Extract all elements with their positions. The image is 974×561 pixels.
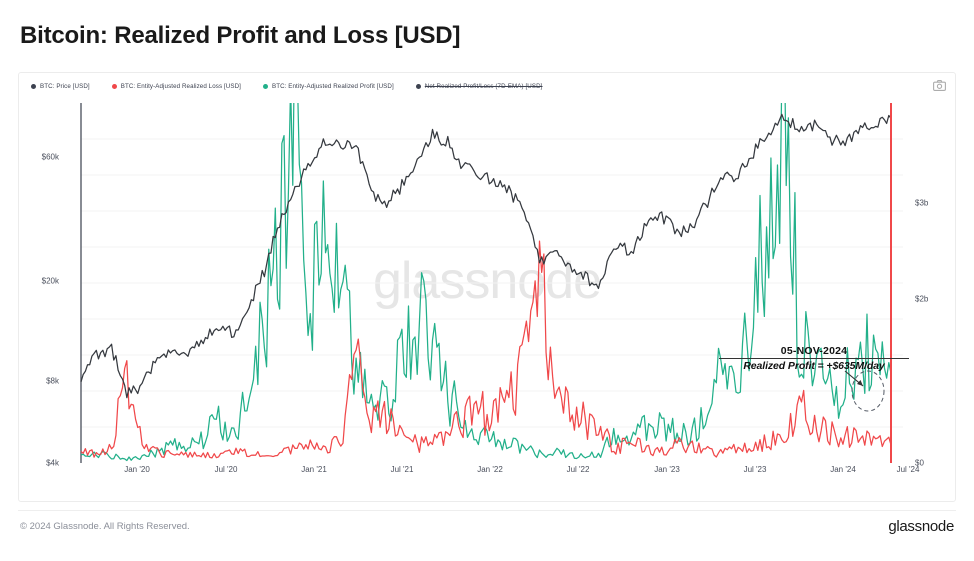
series-line-realized-profit: [80, 103, 892, 462]
series-line-price: [80, 113, 892, 399]
y-axis-left-tick: $8k: [46, 376, 59, 386]
x-axis-tick: Jan '20: [124, 465, 150, 474]
series-line-realized-loss: [80, 240, 892, 459]
legend-dot-realized-loss: [111, 83, 117, 89]
page-title: Bitcoin: Realized Profit and Loss [USD]: [20, 22, 461, 49]
legend-label-net-realized-pnl: Net Realized Profit/Loss (7D-EMA) [USD]: [424, 82, 543, 90]
x-axis-tick: Jul '21: [390, 465, 414, 474]
camera-icon-glyph: [932, 79, 946, 91]
brand-logo: glassnode: [888, 518, 954, 535]
legend-label-price: BTC: Price [USD]: [40, 82, 90, 90]
legend-item-realized-loss[interactable]: BTC: Entity-Adjusted Realized Loss [USD]: [111, 82, 241, 90]
y-axis-left-tick: $60k: [41, 152, 59, 162]
legend-dot-net-realized-pnl: [415, 83, 421, 89]
y-axis-right-tick: $3b: [915, 198, 929, 208]
camera-icon[interactable]: [931, 77, 947, 93]
plot-svg: [80, 103, 903, 463]
x-axis-tick: Jul '24: [896, 465, 920, 474]
chart-legend: BTC: Price [USD] BTC: Entity-Adjusted Re…: [31, 78, 543, 94]
legend-label-realized-loss: BTC: Entity-Adjusted Realized Loss [USD]: [120, 82, 241, 90]
x-axis-tick: Jul '23: [743, 465, 767, 474]
y-axis-left-tick: $20k: [41, 276, 59, 286]
legend-item-price[interactable]: BTC: Price [USD]: [31, 83, 90, 90]
legend-dot-realized-profit: [262, 83, 268, 89]
y-axis-left: $4k $8k $20k $60k: [19, 103, 59, 468]
legend-dot-price: [31, 83, 36, 89]
x-axis-tick: Jan '21: [301, 465, 327, 474]
x-axis-tick: Jul '20: [214, 465, 238, 474]
footer-divider: [18, 510, 956, 511]
x-axis-tick: Jul '22: [566, 465, 590, 474]
highlight-arrowhead: [857, 380, 863, 386]
x-axis-tick: Jan '23: [654, 465, 680, 474]
y-axis-right-tick: $0: [915, 458, 924, 468]
plot-area: [63, 103, 903, 463]
x-axis-tick: Jan '22: [477, 465, 503, 474]
y-axis-left-tick: $4k: [46, 458, 59, 468]
legend-label-realized-profit: BTC: Entity-Adjusted Realized Profit [US…: [271, 82, 394, 90]
x-axis: Jan '20 Jul '20 Jan '21 Jul '21 Jan '22 …: [63, 465, 919, 485]
x-axis-tick: Jan '24: [830, 465, 856, 474]
y-axis-right-tick: $2b: [915, 294, 929, 304]
legend-item-net-realized-pnl[interactable]: Net Realized Profit/Loss (7D-EMA) [USD]: [415, 82, 543, 90]
legend-item-realized-profit[interactable]: BTC: Entity-Adjusted Realized Profit [US…: [262, 82, 394, 90]
chart-card: BTC: Price [USD] BTC: Entity-Adjusted Re…: [18, 72, 956, 502]
highlight-ellipse: [851, 370, 885, 412]
copyright-text: © 2024 Glassnode. All Rights Reserved.: [20, 521, 190, 532]
y-axis-right: $0 $2b $3b: [915, 103, 957, 468]
